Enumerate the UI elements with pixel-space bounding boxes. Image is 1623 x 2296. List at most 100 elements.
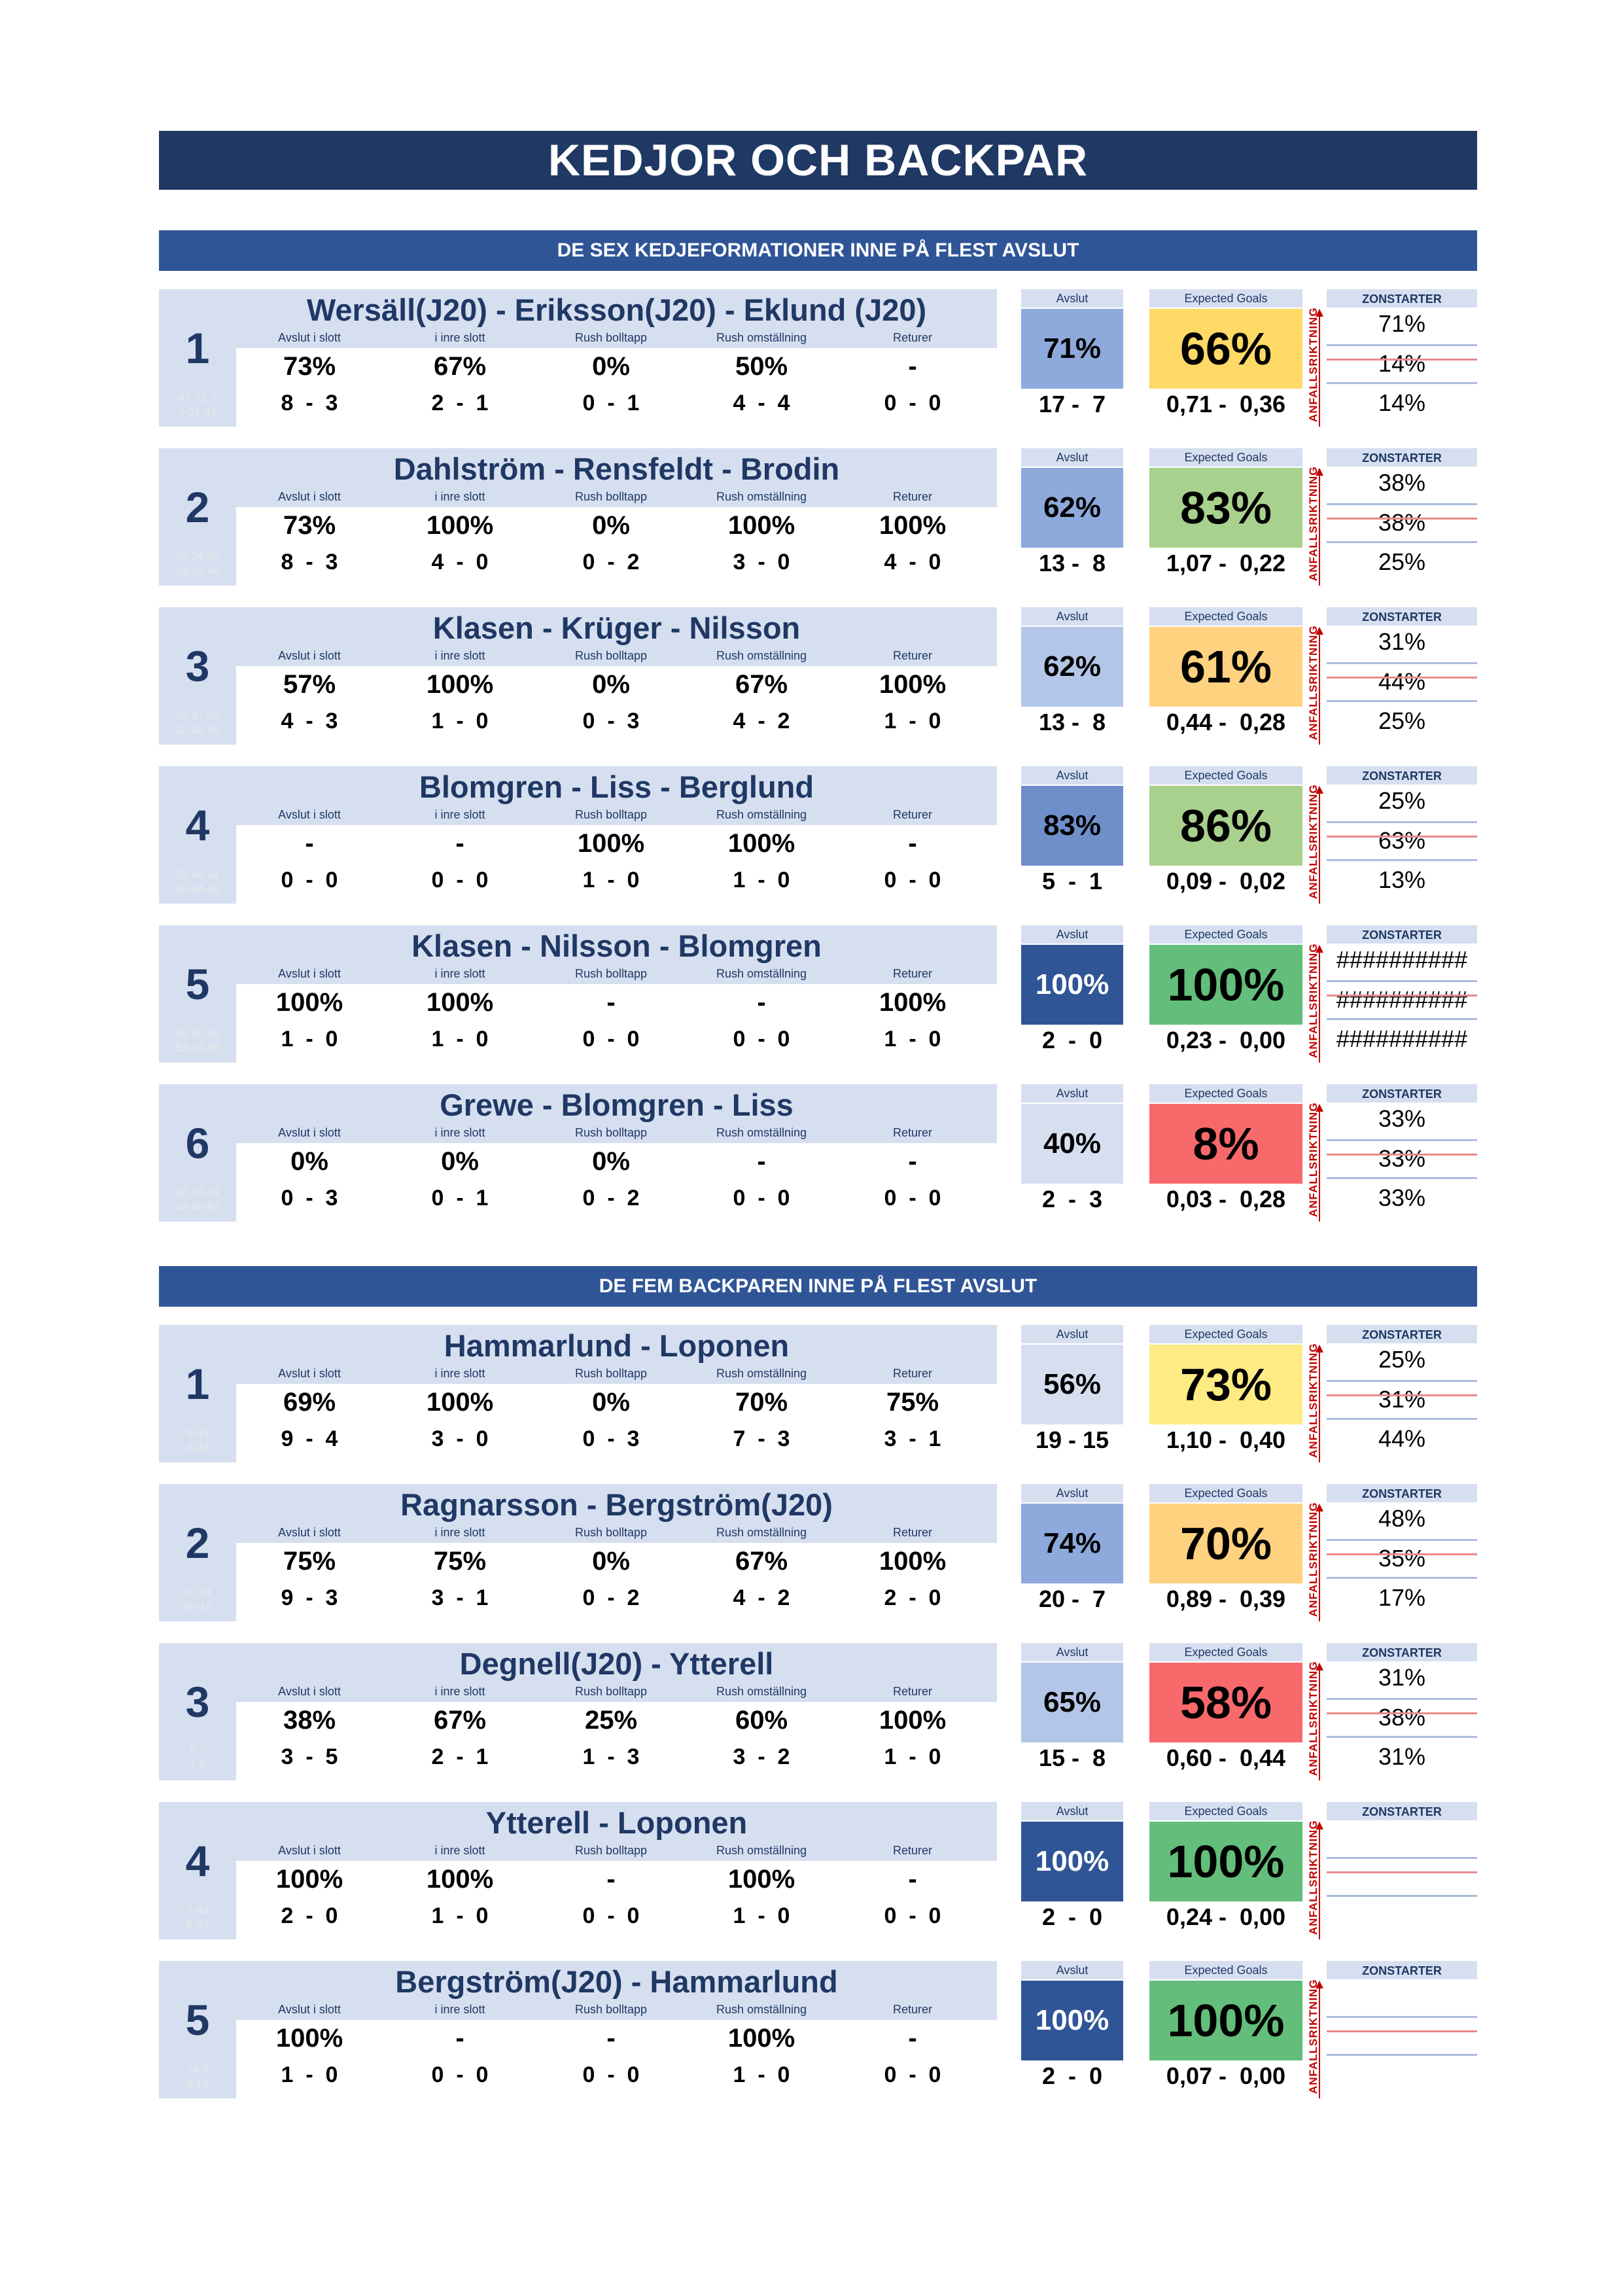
zone-divider <box>1327 662 1477 664</box>
stat-count: 1 - 0 <box>281 1027 338 1051</box>
stat-card: 2 46 34 36 24-34-46 Dahlström - Rensfeldt -… <box>159 448 1477 586</box>
stat-header: Rush omställning <box>716 1685 807 1698</box>
rank-number: 4 <box>185 801 210 849</box>
stat-header: Rush omställning <box>716 1526 807 1539</box>
stat-header: i inre slott <box>434 490 485 503</box>
stat-percent: - <box>455 2024 464 2053</box>
arrow-up-icon <box>1316 945 1323 953</box>
header-band <box>236 925 997 964</box>
stat-percent: 57% <box>283 670 336 699</box>
xg-header: Expected Goals <box>1149 1084 1302 1103</box>
stat-header: Rush bolltapp <box>574 649 648 662</box>
stat-card: 1 41 31 2 7-21-41 Wersäll(J20) - Eriksson(J… <box>159 289 1477 427</box>
stat-count: 3 - 5 <box>281 1744 338 1769</box>
stat-count: 1 - 0 <box>733 1903 790 1928</box>
zone-divider <box>1327 541 1477 543</box>
zonstarter-block: ZONSTARTER ########## ########## ########## <box>1327 925 1477 1063</box>
subheader-band <box>236 2000 997 2020</box>
line-name: Degnell(J20) - Ytterell <box>459 1646 774 1681</box>
stat-count: 0 - 0 <box>582 2062 640 2087</box>
stat-percent: 100% <box>727 511 795 540</box>
rank-number: 2 <box>185 1519 210 1567</box>
card-left: 6 46 53 44 44-46-53 Grewe - Blomgren - Liss… <box>159 1084 997 1222</box>
zonstarter-value: 13% <box>1378 866 1426 893</box>
zone-divider <box>1327 2054 1477 2056</box>
stat-percent: - <box>757 988 766 1017</box>
stat-card: 5 86 62 53 53-62-86 Klasen - Nilsson - Blom… <box>159 925 1477 1063</box>
arrow-up-icon <box>1316 468 1323 476</box>
stat-card: 4 6 43 6-43 Ytterell - Loponen Avslut i slot… <box>159 1802 1477 1939</box>
arrow-up-icon <box>1316 627 1323 635</box>
stat-header: Rush bolltapp <box>574 1844 648 1857</box>
stat-count: 3 - 2 <box>733 1744 790 1769</box>
xg-header: Expected Goals <box>1149 1961 1302 1979</box>
zonstarter-value: 31% <box>1378 1386 1426 1413</box>
xg-count: 0,09 - 0,02 <box>1166 868 1286 894</box>
xg-percent: 100% <box>1149 1981 1302 2060</box>
stat-header: i inre slott <box>434 331 485 344</box>
stat-header: Returer <box>892 808 933 821</box>
stat-header: i inre slott <box>434 1126 485 1139</box>
header-band <box>236 607 997 646</box>
stat-header: Returer <box>892 1685 933 1698</box>
arrow-line <box>1319 951 1320 1063</box>
attack-direction-arrow: ANFALLSRIKTNING <box>1305 1820 1325 1939</box>
stat-count: 1 - 0 <box>884 1744 941 1769</box>
stat-count: 0 - 3 <box>281 1186 338 1210</box>
zone-divider <box>1327 2016 1477 2018</box>
xg-header: Expected Goals <box>1149 1802 1302 1820</box>
stat-header: i inre slott <box>434 1844 485 1857</box>
zonstarter-value: 33% <box>1378 1184 1426 1211</box>
zonstarter-block: ZONSTARTER 25% 31% 44% <box>1327 1325 1477 1462</box>
stat-percent: - <box>757 1147 766 1176</box>
attack-direction-arrow: ANFALLSRIKTNING <box>1305 307 1325 427</box>
stat-percent: 100% <box>879 670 947 699</box>
zone-divider <box>1327 1177 1477 1179</box>
subheader-band <box>236 1682 997 1702</box>
stat-count: 1 - 0 <box>431 709 489 733</box>
stat-card: 1 8 43 6-43 Hammarlund - Loponen Avslut i sl… <box>159 1325 1477 1462</box>
stat-count: 0 - 3 <box>582 709 640 733</box>
stat-header: Avslut i slott <box>278 649 341 662</box>
stat-percent: - <box>908 1147 917 1176</box>
stat-percent: 100% <box>426 1865 494 1894</box>
stat-count: 1 - 0 <box>281 2062 338 2087</box>
zonstarter-value: 63% <box>1378 827 1426 854</box>
xg-block: Expected Goals 100% 0,07 - 0,00 <box>1149 1961 1302 2098</box>
stat-count: 7 - 3 <box>733 1426 790 1451</box>
stat-count: 4 - 2 <box>733 1585 790 1610</box>
stat-percent: 100% <box>426 670 494 699</box>
xg-block: Expected Goals 58% 0,60 - 0,44 <box>1149 1643 1302 1780</box>
avslut-count: 5 - 1 <box>1041 868 1103 894</box>
attack-direction-arrow: ANFALLSRIKTNING <box>1305 466 1325 586</box>
stat-header: Returer <box>892 331 933 344</box>
stat-count: 0 - 2 <box>582 1186 640 1210</box>
line-name: Blomgren - Liss - Berglund <box>419 769 814 804</box>
xg-block: Expected Goals 70% 0,89 - 0,39 <box>1149 1484 1302 1621</box>
zone-divider <box>1327 359 1477 361</box>
subheader-band <box>236 1364 997 1384</box>
stat-header: Avslut i slott <box>278 2003 341 2016</box>
stat-percent: 100% <box>426 988 494 1017</box>
zone-divider <box>1327 1539 1477 1541</box>
zonstarter-block: ZONSTARTER 71% 14% 14% <box>1327 289 1477 427</box>
attack-direction-label: ANFALLSRIKTNING <box>1307 1102 1319 1217</box>
stat-percent: 0% <box>441 1147 479 1176</box>
stat-header: i inre slott <box>434 1526 485 1539</box>
avslut-count: 2 - 0 <box>1041 1027 1103 1053</box>
xg-block: Expected Goals 83% 1,07 - 0,22 <box>1149 448 1302 586</box>
zone-divider <box>1327 1154 1477 1156</box>
stat-header: Rush omställning <box>716 1844 807 1857</box>
zonstarter-header: ZONSTARTER <box>1327 1802 1477 1820</box>
header-band <box>236 1802 997 1841</box>
player-numbers: 53 44 34 35-44-53 <box>175 868 220 895</box>
xg-block: Expected Goals 66% 0,71 - 0,36 <box>1149 289 1302 427</box>
line-name: Ytterell - Loponen <box>485 1805 748 1840</box>
stat-count: 0 - 0 <box>431 868 489 892</box>
rank-number: 2 <box>185 483 210 531</box>
stat-count: 8 - 3 <box>281 550 338 574</box>
zone-divider <box>1327 1698 1477 1700</box>
avslut-count: 13 - 8 <box>1038 550 1106 576</box>
zonstarter-value: 31% <box>1378 628 1426 655</box>
avslut-block: Avslut 100% 2 - 0 <box>1021 925 1123 1063</box>
